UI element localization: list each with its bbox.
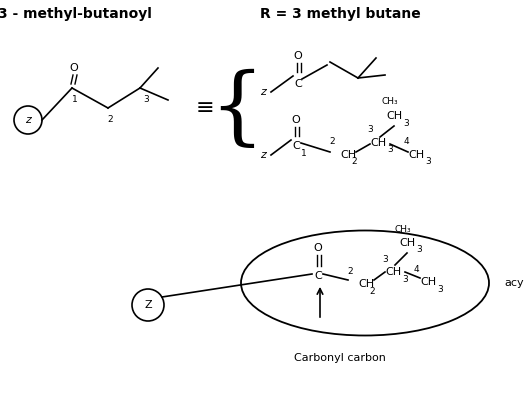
Text: O: O: [314, 243, 322, 253]
Text: C: C: [292, 141, 300, 151]
Text: 3 - methyl-butanoyl: 3 - methyl-butanoyl: [0, 7, 152, 21]
Text: 3: 3: [382, 255, 388, 265]
Text: C: C: [314, 271, 322, 281]
Text: CH: CH: [340, 150, 356, 160]
Text: ≡: ≡: [195, 98, 214, 118]
Text: 3: 3: [387, 145, 393, 154]
Text: R = 3 methyl butane: R = 3 methyl butane: [259, 7, 420, 21]
Text: O: O: [70, 63, 79, 73]
Text: CH: CH: [408, 150, 424, 160]
Text: C: C: [294, 79, 302, 89]
Text: 3: 3: [367, 126, 373, 135]
Text: acyl: acyl: [504, 278, 524, 288]
Text: 1: 1: [72, 95, 78, 105]
Text: 2: 2: [329, 137, 335, 147]
Text: 3: 3: [402, 274, 408, 284]
Text: 3: 3: [437, 284, 443, 293]
Text: CH: CH: [386, 111, 402, 121]
Text: CH: CH: [370, 138, 386, 148]
Text: CH: CH: [385, 267, 401, 277]
Text: 4: 4: [403, 137, 409, 147]
Text: z: z: [260, 87, 266, 97]
Text: O: O: [293, 51, 302, 61]
Text: 2: 2: [351, 158, 357, 166]
Text: z: z: [260, 150, 266, 160]
Text: CH: CH: [358, 279, 374, 289]
Text: CH₃: CH₃: [381, 97, 398, 107]
Text: 3: 3: [425, 158, 431, 166]
Text: Carbonyl carbon: Carbonyl carbon: [294, 353, 386, 363]
Text: 2: 2: [369, 286, 375, 295]
Text: Z: Z: [144, 300, 152, 310]
Text: O: O: [292, 115, 300, 125]
Text: 2: 2: [107, 116, 113, 124]
Text: 4: 4: [413, 265, 419, 274]
Text: CH₃: CH₃: [395, 225, 411, 234]
Text: {: {: [210, 69, 265, 152]
Text: CH: CH: [399, 238, 415, 248]
Text: z: z: [25, 115, 31, 125]
Text: CH: CH: [420, 277, 436, 287]
Text: 3: 3: [416, 246, 422, 255]
Text: 3: 3: [143, 95, 149, 105]
Text: 1: 1: [301, 150, 307, 158]
Text: 2: 2: [347, 268, 353, 276]
Text: 3: 3: [403, 118, 409, 128]
